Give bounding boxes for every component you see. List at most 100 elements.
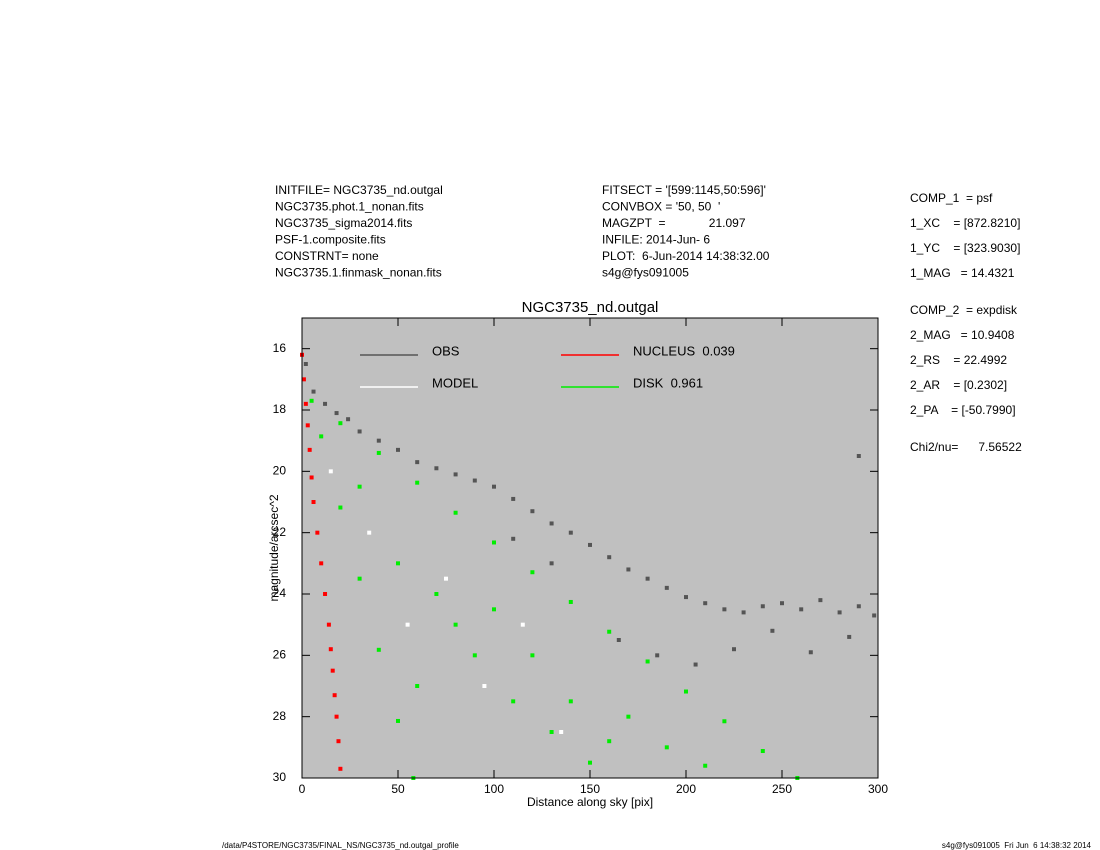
point [559, 730, 564, 734]
point [780, 601, 784, 606]
point [837, 610, 842, 615]
param-line: Chi2/nu= 7.56522 [910, 440, 1022, 454]
point [722, 719, 727, 724]
param-line: COMP_2 = expdisk [910, 303, 1018, 317]
point [703, 763, 708, 768]
point [326, 622, 331, 627]
param-line: 2_MAG = 10.9408 [910, 328, 1015, 342]
point [338, 505, 343, 510]
point [847, 634, 852, 639]
point [332, 693, 337, 698]
point [645, 659, 650, 664]
point [568, 699, 573, 704]
point [323, 401, 328, 406]
point [415, 684, 420, 688]
point [693, 662, 698, 667]
point [376, 438, 381, 443]
point [357, 576, 362, 581]
point [415, 460, 420, 465]
point [415, 480, 420, 485]
point [741, 610, 746, 615]
point [703, 601, 708, 606]
point [655, 653, 660, 658]
point [520, 622, 525, 627]
info-line: PSF-1.composite.fits [275, 233, 386, 247]
point [472, 653, 477, 658]
point [664, 745, 669, 750]
point [549, 730, 554, 734]
point [511, 699, 516, 704]
point [616, 638, 621, 642]
y-axis-label: magnitude/arcsec^2 [267, 494, 281, 601]
point [492, 484, 496, 489]
point [444, 576, 448, 581]
legend-label: DISK 0.961 [633, 375, 703, 390]
info-line: s4g@fys091005 [602, 266, 689, 280]
point [808, 650, 813, 655]
x-axis-label: Distance along sky [pix] [527, 795, 653, 809]
point [346, 417, 351, 422]
point [472, 478, 477, 483]
point [303, 401, 308, 406]
point [311, 389, 316, 394]
point [334, 714, 339, 719]
point [319, 434, 324, 439]
footer-left: /data/P4STORE/NGC3735/FINAL_NS/NGC3735_n… [222, 841, 459, 850]
point [492, 607, 496, 612]
point [434, 592, 439, 596]
info-line: NGC3735.phot.1_nonan.fits [275, 200, 424, 214]
point [856, 604, 861, 609]
point [607, 555, 612, 560]
point [301, 377, 306, 382]
point [856, 454, 861, 458]
param-line: COMP_1 = psf [910, 191, 993, 205]
point [588, 542, 592, 547]
y-tick-label: 20 [273, 464, 287, 478]
param-line: 2_AR = [0.2302] [910, 378, 1007, 392]
point [396, 561, 400, 566]
point [453, 622, 458, 627]
param-line: 2_RS = 22.4992 [910, 353, 1007, 367]
point [357, 484, 362, 489]
y-tick-label: 30 [273, 770, 287, 784]
point [818, 598, 823, 603]
point [453, 510, 458, 515]
point [732, 647, 736, 652]
point [376, 450, 381, 455]
point [357, 429, 362, 434]
x-tick-label: 150 [580, 782, 600, 796]
point [482, 684, 487, 688]
point [305, 423, 310, 428]
y-tick-label: 24 [273, 586, 287, 600]
point [588, 760, 592, 765]
point [770, 628, 775, 633]
point [872, 613, 877, 618]
point [722, 607, 727, 612]
point [311, 500, 316, 504]
point [760, 604, 765, 609]
param-line: 1_XC = [872.8210] [910, 216, 1020, 230]
point [323, 592, 328, 596]
point [626, 714, 631, 719]
point [328, 469, 333, 474]
point [315, 530, 320, 535]
point [684, 689, 688, 694]
point [530, 509, 535, 514]
y-tick-label: 18 [273, 402, 287, 416]
point [309, 475, 314, 480]
x-tick-label: 250 [772, 782, 792, 796]
point [434, 466, 439, 471]
point [511, 496, 516, 501]
plot-area [302, 318, 878, 778]
point [328, 647, 333, 652]
x-tick-label: 100 [484, 782, 504, 796]
x-tick-label: 50 [391, 782, 405, 796]
point [607, 629, 612, 634]
point [309, 398, 314, 403]
point [530, 653, 535, 658]
point [530, 570, 535, 575]
point [492, 540, 496, 545]
point [319, 561, 324, 566]
info-line: CONSTRNT= none [275, 249, 379, 263]
